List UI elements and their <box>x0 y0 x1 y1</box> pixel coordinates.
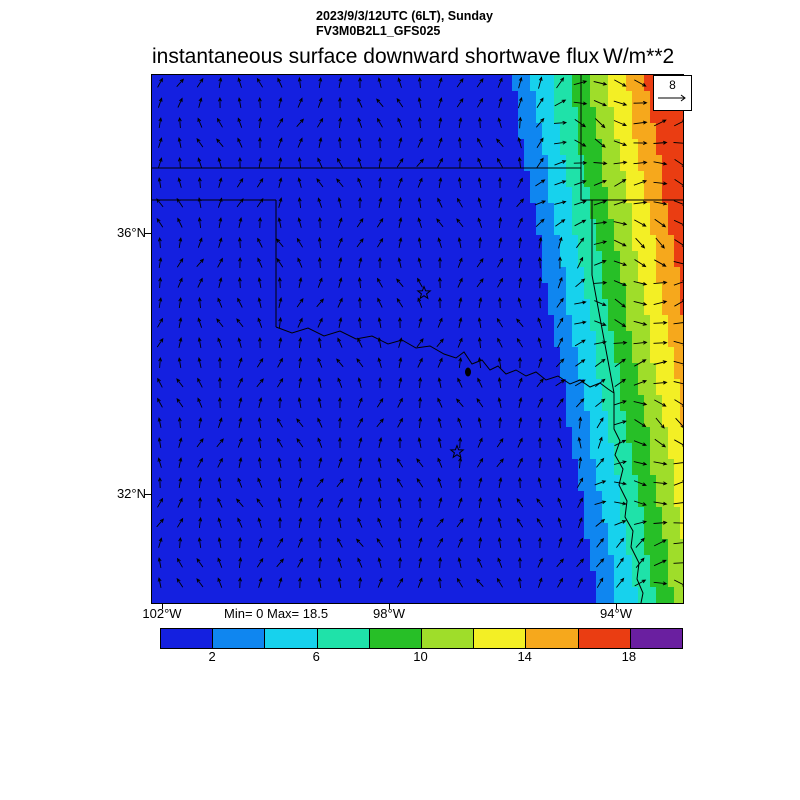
y-tick-mark <box>145 233 151 234</box>
colorbar-segment <box>265 629 318 648</box>
x-tick-label: 94°W <box>600 606 632 621</box>
map-plot <box>151 74 684 604</box>
colorbar-segment <box>474 629 527 648</box>
x-tick-label: 102°W <box>142 606 182 621</box>
flux-band <box>554 75 656 603</box>
flux-band <box>530 75 638 603</box>
map-svg <box>152 75 683 603</box>
city-star-marker <box>449 444 465 459</box>
x-tick-mark <box>616 603 617 609</box>
colorbar-segment <box>630 629 683 648</box>
y-tick-mark <box>145 494 151 495</box>
flux-band <box>512 75 620 603</box>
model-run-label: FV3M0B2L1_GFS025 <box>316 24 441 38</box>
colorbar-tick-label: 2 <box>208 649 216 664</box>
header-block: 2023/9/3/12UTC (6LT), Sunday FV3M0B2L1_G… <box>316 9 493 39</box>
x-tick-label: 98°W <box>373 606 405 621</box>
colorbar-segment <box>526 629 579 648</box>
vector-legend-value: 8 <box>669 78 676 92</box>
river-knot-marker <box>465 367 471 377</box>
colorbar-tick-label: 10 <box>413 649 428 664</box>
y-tick-label: 32°N <box>116 486 146 501</box>
valid-time-label: 2023/9/3/12UTC (6LT), Sunday <box>316 9 493 23</box>
plot-title: instantaneous surface downward shortwave… <box>152 45 600 68</box>
x-tick-mark <box>389 603 390 609</box>
colorbar-tick-label: 18 <box>621 649 637 664</box>
vector-legend: 8 <box>653 75 692 111</box>
units-label: W/m**2 <box>603 45 675 68</box>
colorbar-tick-label: 6 <box>312 649 320 664</box>
colorbar-segment <box>422 629 475 648</box>
y-tick-label: 36°N <box>116 225 146 240</box>
flux-band <box>644 75 683 603</box>
flux-band <box>608 75 683 539</box>
colorbar-segment <box>213 629 266 648</box>
flux-band <box>590 75 683 603</box>
colorbar-segment <box>369 629 423 648</box>
colorbar-segment <box>578 629 631 648</box>
wind-arrows <box>156 76 683 589</box>
colorbar-segment <box>317 629 370 648</box>
colorbar-tick-label: 14 <box>517 649 532 664</box>
colorbar <box>160 628 683 649</box>
flux-band <box>572 75 674 603</box>
x-tick-mark <box>162 603 163 609</box>
city-star-marker <box>416 285 432 300</box>
vector-legend-arrow-icon <box>658 94 686 102</box>
minmax-label: Min= 0 Max= 18.5 <box>224 606 329 621</box>
state-border <box>275 326 615 394</box>
colorbar-segment <box>161 629 214 648</box>
